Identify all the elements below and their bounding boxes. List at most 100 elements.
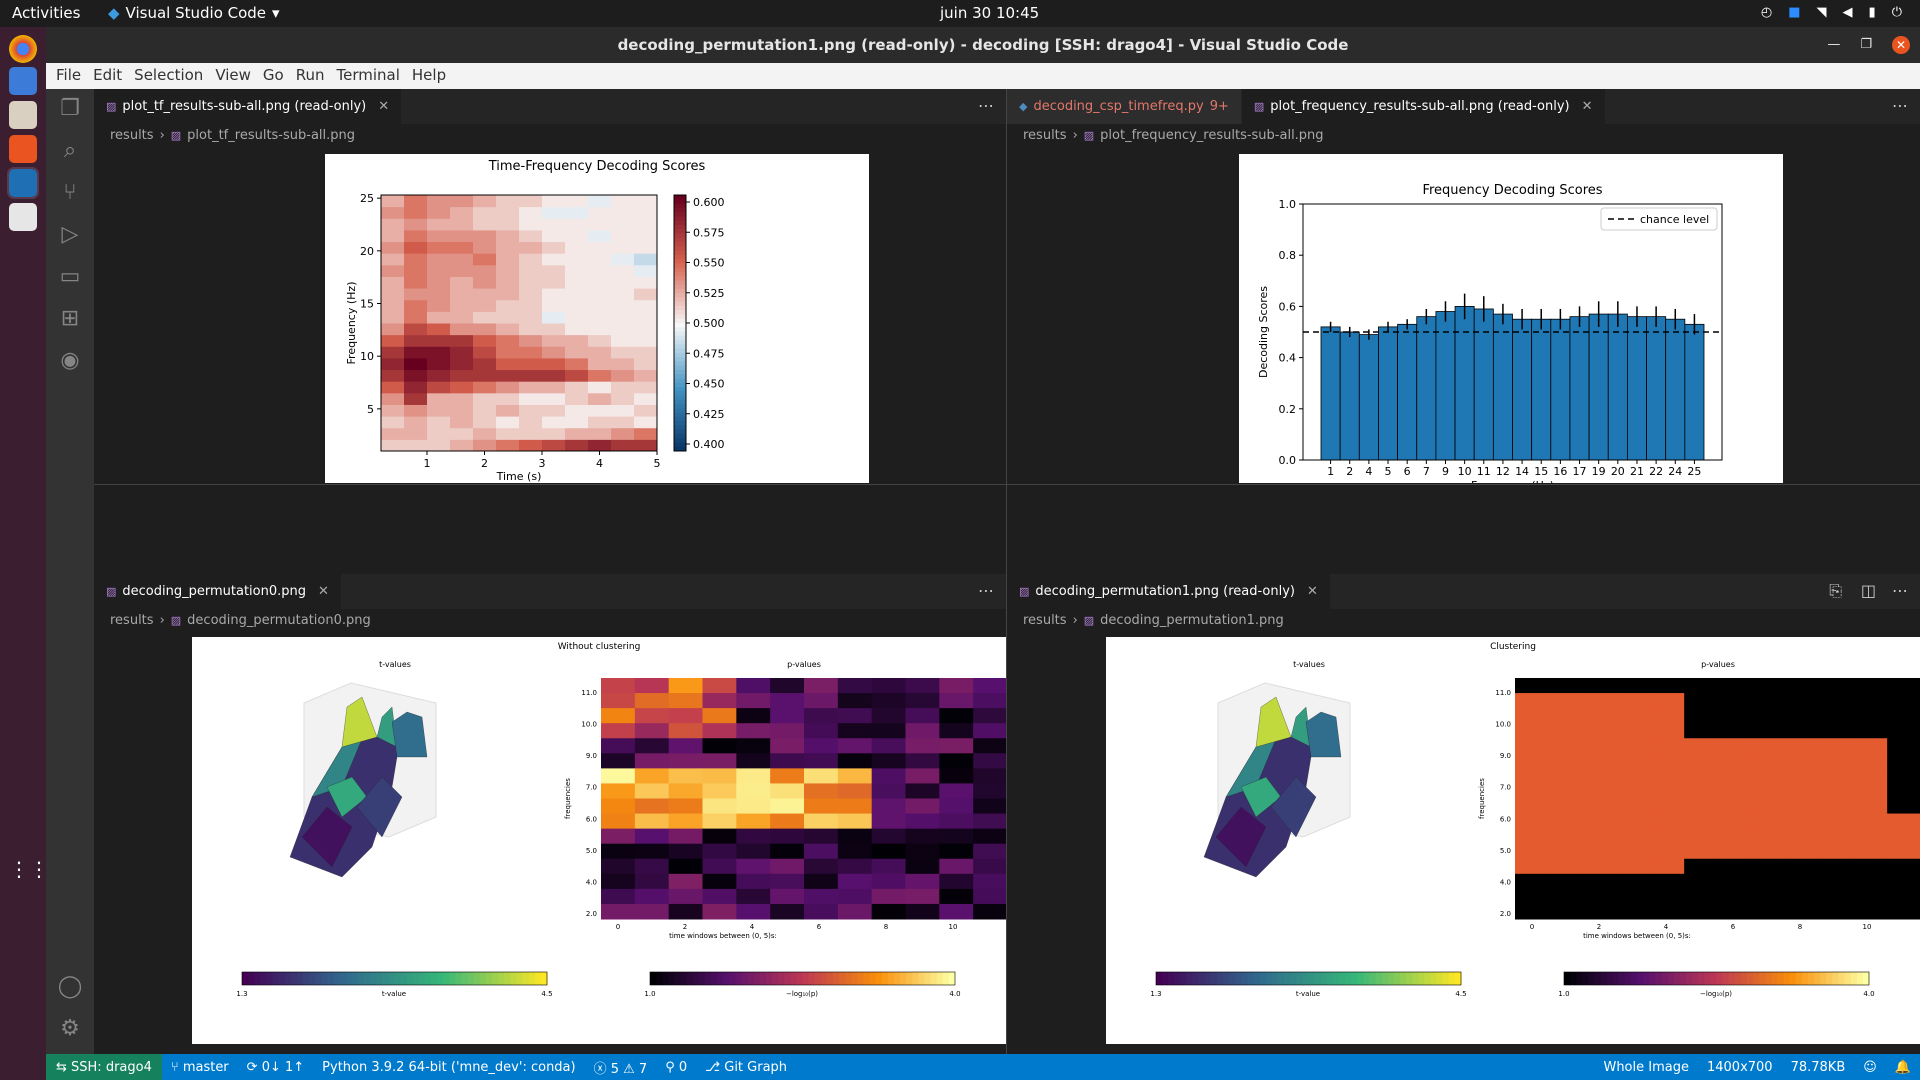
- feedback-icon[interactable]: ☺: [1863, 1059, 1877, 1075]
- source-control-icon[interactable]: ⑂: [63, 180, 77, 205]
- image-viewer-icon[interactable]: [9, 203, 37, 231]
- tvalue-colorbar-segment: [1192, 972, 1200, 985]
- chrome-icon[interactable]: [9, 35, 37, 63]
- menu-help[interactable]: Help: [411, 66, 447, 84]
- split-editor-icon[interactable]: ◫: [1860, 581, 1876, 600]
- power-icon[interactable]: ⏻: [1891, 5, 1902, 20]
- account-icon[interactable]: ◯: [57, 974, 83, 999]
- close-window-button[interactable]: ✕: [1892, 36, 1910, 54]
- clock[interactable]: juin 30 10:45: [940, 4, 1040, 22]
- heatmap-cell: [450, 288, 474, 301]
- close-tab-icon[interactable]: ✕: [318, 584, 329, 599]
- document-icon[interactable]: [9, 67, 37, 95]
- heatmap-cell: [611, 427, 635, 440]
- search-icon[interactable]: ⌕: [63, 138, 77, 163]
- tab-plot-tf-results[interactable]: ▨ plot_tf_results-sub-all.png (read-only)…: [94, 89, 403, 124]
- breadcrumb-folder[interactable]: results: [110, 127, 154, 143]
- vscode-dock-icon[interactable]: [7, 167, 39, 199]
- tvalue-colorbar-segment: [431, 972, 438, 985]
- app-menu[interactable]: ◆ Visual Studio Code ▾: [108, 4, 280, 22]
- problems-indicator[interactable]: ⓧ 5 ⚠ 7: [593, 1061, 648, 1077]
- tab-decoding-csp[interactable]: ◆ decoding_csp_timefreq.py 9+: [1007, 89, 1242, 124]
- pvalue-cell: [1515, 858, 1550, 875]
- breadcrumb-file[interactable]: decoding_permutation0.png: [187, 612, 371, 628]
- menu-edit[interactable]: Edit: [93, 66, 123, 84]
- files-icon[interactable]: [9, 101, 37, 129]
- more-actions-icon[interactable]: ⋯: [1892, 581, 1908, 600]
- python-interpreter[interactable]: Python 3.9.2 64-bit ('mne_dev': conda): [322, 1059, 576, 1075]
- software-center-icon[interactable]: [9, 135, 37, 163]
- zoom-mode[interactable]: Whole Image: [1603, 1059, 1689, 1075]
- tvalue-colorbar-segment: [1162, 972, 1169, 985]
- tvalue-colorbar-segment: [1326, 972, 1334, 985]
- pvalue-cell: [1751, 678, 1787, 694]
- menu-view[interactable]: View: [215, 66, 251, 84]
- wifi-icon[interactable]: ◥: [1816, 5, 1827, 20]
- remote-indicator[interactable]: ⇆ SSH: drago4: [46, 1054, 162, 1080]
- colorbar-segment: [674, 433, 686, 439]
- update-icon[interactable]: ◴: [1760, 5, 1773, 20]
- breadcrumb-file[interactable]: decoding_permutation1.png: [1100, 612, 1284, 628]
- system-tray[interactable]: ◴ ■ ◥ ◀ ▮ ⏻: [1761, 5, 1902, 20]
- breadcrumb-file[interactable]: plot_tf_results-sub-all.png: [187, 127, 356, 143]
- github-icon[interactable]: ◉: [60, 348, 80, 373]
- pvalue-cell: [702, 873, 737, 890]
- close-tab-icon[interactable]: ✕: [378, 99, 390, 114]
- tab-plot-frequency-results[interactable]: ▨ plot_frequency_results-sub-all.png (rea…: [1241, 89, 1606, 124]
- ports-indicator[interactable]: ⚲ 0: [656, 1060, 696, 1075]
- more-actions-icon[interactable]: ⋯: [978, 96, 994, 115]
- notifications-icon[interactable]: 🔔: [1894, 1059, 1911, 1075]
- show-apps-icon[interactable]: ⋮⋮: [9, 857, 49, 881]
- sync-indicator[interactable]: ⟳ 0↓ 1↑: [238, 1060, 314, 1075]
- git-graph-button[interactable]: ⎇ Git Graph: [696, 1060, 796, 1075]
- settings-gear-icon[interactable]: ⚙: [60, 1016, 80, 1041]
- colorbar-tick-label: 0.575: [693, 226, 725, 239]
- tvalue-colorbar-segment: [1180, 972, 1187, 985]
- x-tick-label: 10: [1458, 465, 1472, 478]
- breadcrumb-folder[interactable]: results: [1023, 612, 1067, 628]
- menu-run[interactable]: Run: [295, 66, 325, 84]
- menu-go[interactable]: Go: [262, 66, 284, 84]
- pvalue-colorbar-segment: [784, 972, 791, 985]
- breadcrumb-folder[interactable]: results: [110, 612, 154, 628]
- breadcrumb-file[interactable]: plot_frequency_results-sub-all.png: [1100, 127, 1324, 143]
- more-actions-icon[interactable]: ⋯: [978, 581, 994, 600]
- vertical-sash[interactable]: [1006, 89, 1007, 1054]
- status-bar: ⇆ SSH: drago4 ⑂ master ⟳ 0↓ 1↑ Python 3.…: [46, 1054, 1920, 1080]
- branch-indicator[interactable]: ⑂ master: [162, 1060, 238, 1075]
- extensions-icon[interactable]: ⊞: [60, 306, 80, 331]
- run-debug-icon[interactable]: ▷: [61, 222, 79, 247]
- pvalue-cell: [871, 798, 906, 815]
- menu-selection[interactable]: Selection: [134, 66, 204, 84]
- tab-decoding-permutation0[interactable]: ▨ decoding_permutation0.png ✕: [94, 574, 342, 609]
- pvalue-colorbar-segment: [656, 972, 663, 985]
- maximize-icon[interactable]: ❐: [1860, 37, 1872, 52]
- colorbar-segment: [674, 421, 686, 426]
- remote-explorer-icon[interactable]: ▭: [59, 264, 81, 289]
- close-tab-icon[interactable]: ✕: [1306, 584, 1318, 599]
- heatmap-cell: [473, 229, 497, 243]
- breadcrumb-folder[interactable]: results: [1023, 127, 1067, 143]
- zoom-icon[interactable]: ■: [1788, 5, 1801, 20]
- pvalue-cell: [837, 738, 873, 754]
- pvalue-cell: [1887, 738, 1920, 754]
- horizontal-sash[interactable]: [94, 484, 1920, 485]
- colorbar-segment: [674, 229, 686, 234]
- explorer-icon[interactable]: ❐: [60, 96, 80, 121]
- heatmap-cell: [450, 218, 474, 231]
- pvalue-cell: [702, 798, 737, 815]
- menu-terminal[interactable]: Terminal: [336, 66, 400, 84]
- tab-decoding-permutation1[interactable]: ▨ decoding_permutation1.png (read-only) ✕: [1007, 574, 1331, 609]
- pvalue-colorbar-segment: [1704, 972, 1711, 985]
- close-tab-icon[interactable]: ✕: [1581, 99, 1593, 114]
- activities-button[interactable]: Activities: [12, 4, 81, 22]
- open-changes-icon[interactable]: ⎘: [1829, 581, 1842, 600]
- menu-file[interactable]: File: [56, 66, 82, 84]
- more-actions-icon[interactable]: ⋯: [1892, 96, 1908, 115]
- volume-icon[interactable]: ◀: [1842, 5, 1853, 20]
- caret-down-icon: ▾: [272, 4, 280, 22]
- pvalue-colorbar-segment: [1686, 972, 1693, 985]
- minimize-icon[interactable]: —: [1827, 37, 1841, 52]
- battery-icon[interactable]: ▮: [1868, 5, 1876, 20]
- pvalue-cell: [1582, 873, 1617, 890]
